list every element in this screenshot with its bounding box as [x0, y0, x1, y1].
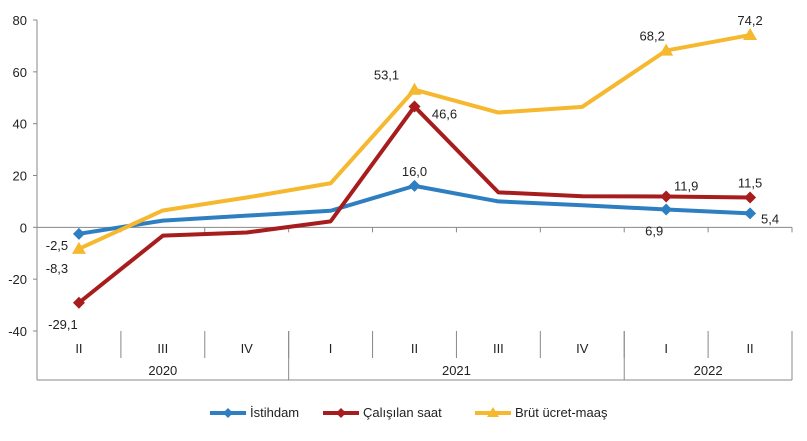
y-tick-label: 20 [13, 169, 27, 184]
triangle-marker [407, 82, 422, 95]
y-tick-label: -40 [8, 324, 27, 339]
year-label: 2020 [148, 363, 177, 378]
triangle-marker [71, 241, 86, 254]
x-tick-label: II [75, 341, 82, 356]
data-label: -29,1 [48, 317, 78, 332]
diamond-marker [72, 227, 85, 240]
triangle-marker [743, 28, 758, 41]
y-tick-label: -20 [8, 272, 27, 287]
x-tick-label: IV [576, 341, 589, 356]
x-tick-label: III [493, 341, 504, 356]
data-label: 6,9 [645, 223, 663, 238]
series-line-2 [78, 33, 751, 251]
x-tick-label: IV [241, 341, 254, 356]
data-label: 11,9 [674, 178, 698, 193]
year-label: 2021 [442, 363, 471, 378]
data-label: 74,2 [737, 13, 762, 28]
y-tick-label: 40 [13, 117, 27, 132]
x-tick-label: II [746, 341, 753, 356]
series-line-1 [77, 104, 751, 305]
y-tick-label: 80 [13, 13, 27, 28]
diamond-marker [408, 179, 421, 192]
data-label: 5,4 [761, 211, 779, 226]
data-label: 53,1 [374, 68, 399, 83]
data-label: -8,3 [46, 261, 68, 276]
y-tick-label: 0 [20, 220, 27, 235]
diamond-marker [660, 190, 673, 203]
year-label: 2022 [694, 363, 723, 378]
x-tick-label: III [157, 341, 168, 356]
legend-label: İstihdam [250, 405, 299, 420]
data-label: 16,0 [402, 164, 427, 179]
x-tick-label: I [664, 341, 668, 356]
data-label: 11,5 [738, 176, 762, 191]
triangle-marker [659, 43, 674, 56]
data-label: -2,5 [46, 238, 68, 253]
legend-triangle-marker [487, 407, 499, 417]
diamond-marker [744, 207, 757, 220]
diamond-marker [72, 296, 85, 309]
diamond-marker [408, 100, 421, 113]
legend-label: Brüt ücret-maaş [515, 405, 608, 420]
data-label: 68,2 [640, 29, 665, 44]
y-tick-label: 60 [13, 65, 27, 80]
diamond-marker [744, 191, 757, 204]
x-tick-label: I [329, 341, 333, 356]
legend-diamond-marker [336, 408, 346, 418]
legend-diamond-marker [223, 408, 233, 418]
diamond-marker [660, 203, 673, 216]
legend-label: Çalışılan saat [363, 405, 442, 420]
x-tick-label: II [411, 341, 418, 356]
data-label: 46,6 [432, 107, 457, 122]
